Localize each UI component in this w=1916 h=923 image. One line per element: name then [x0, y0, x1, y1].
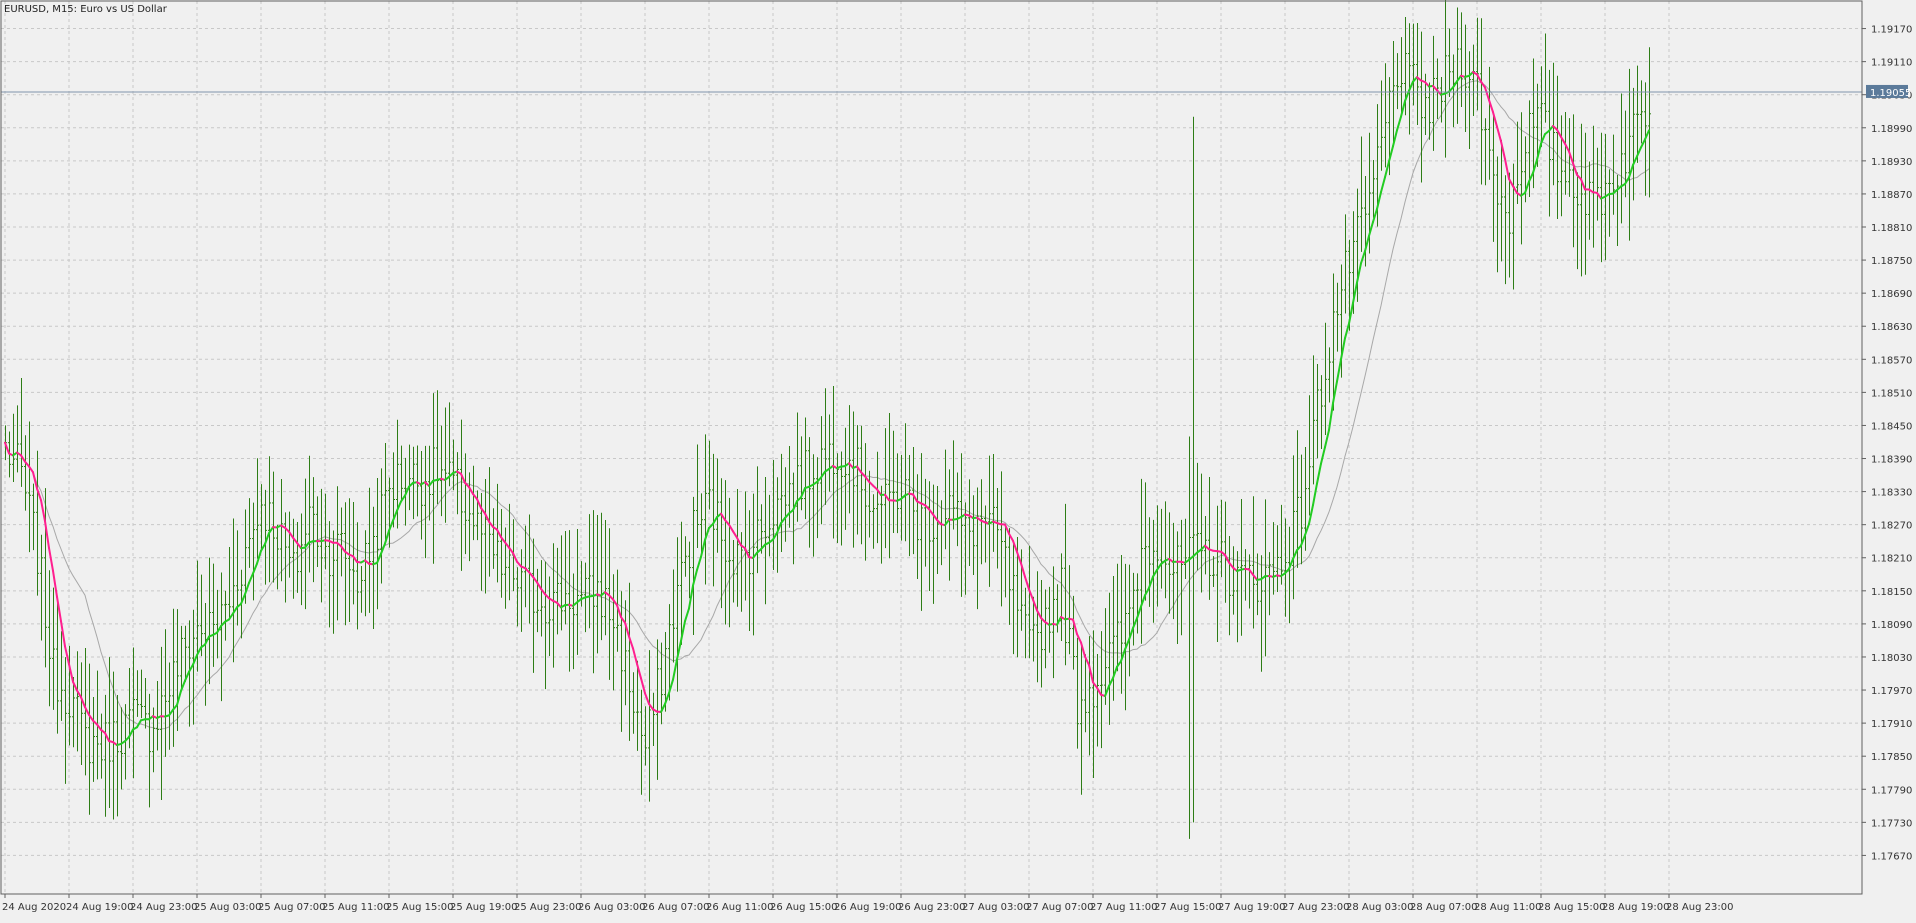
y-tick-label: 1.18270	[1871, 521, 1912, 532]
x-tick-label: 28 Aug 19:00	[1602, 902, 1669, 913]
x-tick-label: 25 Aug 03:00	[194, 902, 261, 913]
y-tick-label: 1.17670	[1871, 851, 1912, 862]
x-tick-label: 26 Aug 15:00	[770, 902, 837, 913]
x-tick-label: 27 Aug 03:00	[962, 902, 1029, 913]
x-tick-label: 28 Aug 03:00	[1346, 902, 1413, 913]
x-tick-label: 27 Aug 11:00	[1090, 902, 1157, 913]
x-tick-label: 27 Aug 15:00	[1154, 902, 1221, 913]
x-tick-label: 26 Aug 11:00	[706, 902, 773, 913]
y-tick-label: 1.18810	[1871, 223, 1912, 234]
x-tick-label: 25 Aug 23:00	[514, 902, 581, 913]
y-tick-label: 1.17910	[1871, 719, 1912, 730]
x-tick-label: 26 Aug 23:00	[898, 902, 965, 913]
x-tick-label: 26 Aug 19:00	[834, 902, 901, 913]
x-tick-label: 24 Aug 2020	[2, 902, 66, 913]
x-tick-label: 27 Aug 19:00	[1218, 902, 1285, 913]
current-price-tag: 1.19055	[1866, 85, 1911, 99]
x-tick-label: 27 Aug 07:00	[1026, 902, 1093, 913]
x-tick-label: 24 Aug 23:00	[130, 902, 197, 913]
y-tick-label: 1.18870	[1871, 190, 1912, 201]
y-tick-label: 1.18570	[1871, 355, 1912, 366]
y-tick-label: 1.18630	[1871, 322, 1912, 333]
x-tick-label: 27 Aug 23:00	[1282, 902, 1349, 913]
y-tick-label: 1.18510	[1871, 388, 1912, 399]
x-tick-label: 24 Aug 19:00	[66, 902, 133, 913]
y-tick-label: 1.18750	[1871, 256, 1912, 267]
y-tick-label: 1.18330	[1871, 488, 1912, 499]
x-tick-label: 25 Aug 11:00	[322, 902, 389, 913]
x-tick-label: 28 Aug 23:00	[1666, 902, 1733, 913]
y-tick-label: 1.18210	[1871, 554, 1912, 565]
y-tick-label: 1.18150	[1871, 587, 1912, 598]
x-tick-label: 25 Aug 15:00	[386, 902, 453, 913]
x-tick-label: 25 Aug 07:00	[258, 902, 325, 913]
y-tick-label: 1.18450	[1871, 421, 1912, 432]
y-tick-label: 1.17970	[1871, 686, 1912, 697]
y-tick-label: 1.18990	[1871, 124, 1912, 135]
x-tick-label: 28 Aug 07:00	[1410, 902, 1477, 913]
y-tick-label: 1.18030	[1871, 653, 1912, 664]
y-tick-label: 1.18930	[1871, 157, 1912, 168]
y-tick-label: 1.18090	[1871, 620, 1912, 631]
x-tick-label: 26 Aug 03:00	[578, 902, 645, 913]
x-tick-label: 28 Aug 15:00	[1538, 902, 1605, 913]
y-tick-label: 1.17850	[1871, 752, 1912, 763]
x-tick-label: 28 Aug 11:00	[1474, 902, 1541, 913]
y-tick-label: 1.17730	[1871, 818, 1912, 829]
x-tick-label: 26 Aug 07:00	[642, 902, 709, 913]
y-tick-label: 1.19110	[1871, 58, 1912, 69]
y-tick-label: 1.18690	[1871, 289, 1912, 300]
x-tick-label: 25 Aug 19:00	[450, 902, 517, 913]
y-tick-label: 1.18390	[1871, 455, 1912, 466]
symbol-label: EURUSD, M15: Euro vs US Dollar	[4, 4, 168, 15]
y-tick-label: 1.19170	[1871, 25, 1912, 36]
price-tag-label: 1.19055	[1870, 88, 1911, 99]
y-tick-label: 1.17790	[1871, 785, 1912, 796]
